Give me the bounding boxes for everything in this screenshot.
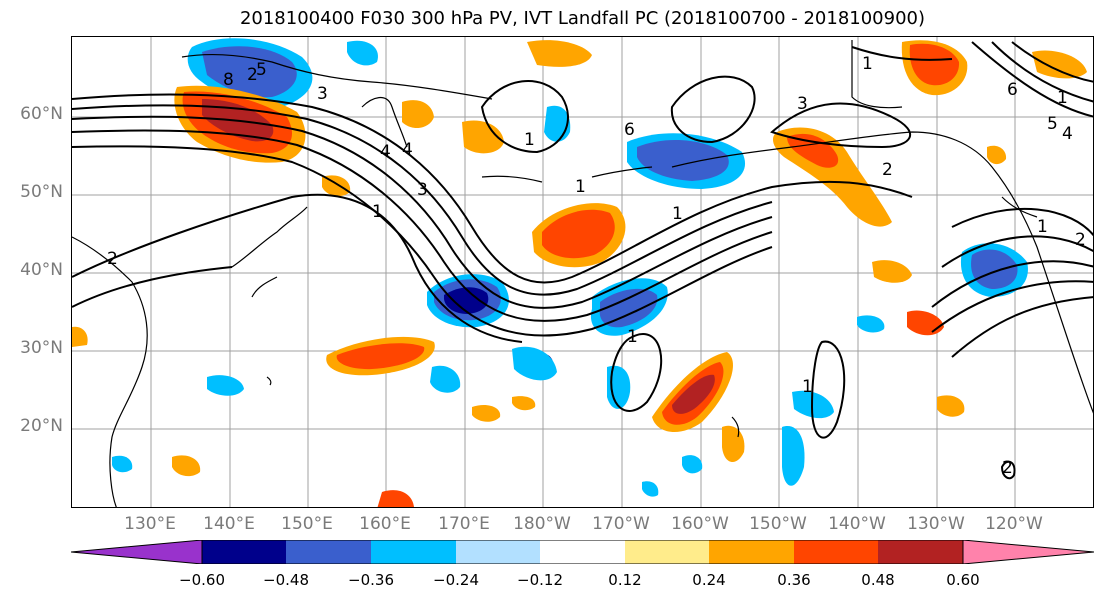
lon-label: 170°W	[592, 514, 650, 534]
colorbar-bin	[709, 540, 794, 564]
contour-label: 6	[624, 120, 635, 140]
contour-label: 5	[1047, 114, 1058, 134]
contour-label: 2	[1075, 230, 1086, 250]
colorbar-extend-high	[962, 540, 1094, 564]
lon-label: 170°E	[438, 514, 490, 534]
colorbar-bin	[286, 540, 371, 564]
contour-label: 1	[672, 204, 683, 224]
contour-label: 6	[1007, 80, 1018, 100]
lat-label: 50°N	[20, 182, 63, 202]
lat-label: 30°N	[20, 338, 63, 358]
colorbar-tick-label: −0.36	[348, 571, 394, 589]
colorbar-bin	[456, 540, 540, 564]
contour-label: 3	[417, 180, 428, 200]
lon-label: 140°W	[828, 514, 886, 534]
contour-label: 4	[1062, 124, 1073, 144]
contour-label: 2	[882, 160, 893, 180]
contour-label: 1	[575, 177, 586, 197]
contour-label: 3	[797, 94, 808, 114]
lat-label: 40°N	[20, 260, 63, 280]
lat-label: 20°N	[20, 416, 63, 436]
lon-label: 150°E	[281, 514, 333, 534]
contour-label: 1	[372, 202, 383, 222]
contour-labels: 2 3 4 3 1 2 1 1 6 1 3 1 2 1 1 5 4 6 1 2 …	[107, 54, 1086, 478]
lon-label: 120°W	[985, 514, 1043, 534]
contour-label: 2	[1002, 458, 1013, 478]
lon-label: 160°E	[359, 514, 411, 534]
colorbar-bin	[794, 540, 878, 564]
colorbar-bin	[202, 540, 286, 564]
colorbar-tick-label: −0.60	[179, 571, 225, 589]
contour-label: 3	[317, 84, 328, 104]
colorbar-bin	[625, 540, 709, 564]
lon-label: 140°E	[203, 514, 255, 534]
contour-label: 2	[107, 249, 118, 269]
lon-label: 130°W	[907, 514, 965, 534]
lat-label: 60°N	[20, 104, 63, 124]
colorbar-tick-label: 0.36	[777, 571, 811, 589]
colorbar-bin	[371, 540, 456, 564]
colorbar-bin	[878, 540, 963, 564]
coastlines	[72, 40, 1093, 507]
contour-label: 1	[862, 54, 873, 74]
gridlines	[72, 37, 1093, 507]
contour-label: 4	[402, 140, 413, 160]
contour-label: 1	[1057, 88, 1068, 108]
contour-label: 2	[247, 65, 258, 85]
lon-label: 130°E	[124, 514, 176, 534]
lon-label: 150°W	[749, 514, 807, 534]
contour-label: 4	[380, 142, 391, 162]
map-canvas: 2 3 4 3 1 2 1 1 6 1 3 1 2 1 1 5 4 6 1 2 …	[72, 37, 1093, 507]
pv-anomaly-shading	[72, 38, 1087, 507]
contour-label: 1	[627, 327, 638, 347]
colorbar-tick-label: −0.12	[517, 571, 563, 589]
colorbar-tick-label: −0.48	[263, 571, 309, 589]
contour-label: 1	[802, 377, 813, 397]
lon-label: 180°W	[513, 514, 571, 534]
colorbar-tick-label: 0.24	[692, 571, 726, 589]
contour-label: 1	[524, 130, 535, 150]
plot-title: 2018100400 F030 300 hPa PV, IVT Landfall…	[239, 8, 926, 29]
contour-label: 1	[1037, 217, 1048, 237]
colorbar-tick-label: 0.60	[946, 571, 980, 589]
colorbar-tick-label: 0.12	[608, 571, 642, 589]
colorbar-tick-label: −0.24	[433, 571, 479, 589]
colorbar-tick-label: 0.48	[861, 571, 895, 589]
lon-label: 160°W	[671, 514, 729, 534]
contour-label: 8	[223, 70, 234, 90]
colorbar-extend-low	[71, 540, 203, 564]
contour-label: 5	[256, 60, 267, 80]
colorbar-bin	[540, 540, 625, 564]
map-panel: 2 3 4 3 1 2 1 1 6 1 3 1 2 1 1 5 4 6 1 2 …	[71, 36, 1094, 508]
colorbar	[71, 540, 1094, 564]
